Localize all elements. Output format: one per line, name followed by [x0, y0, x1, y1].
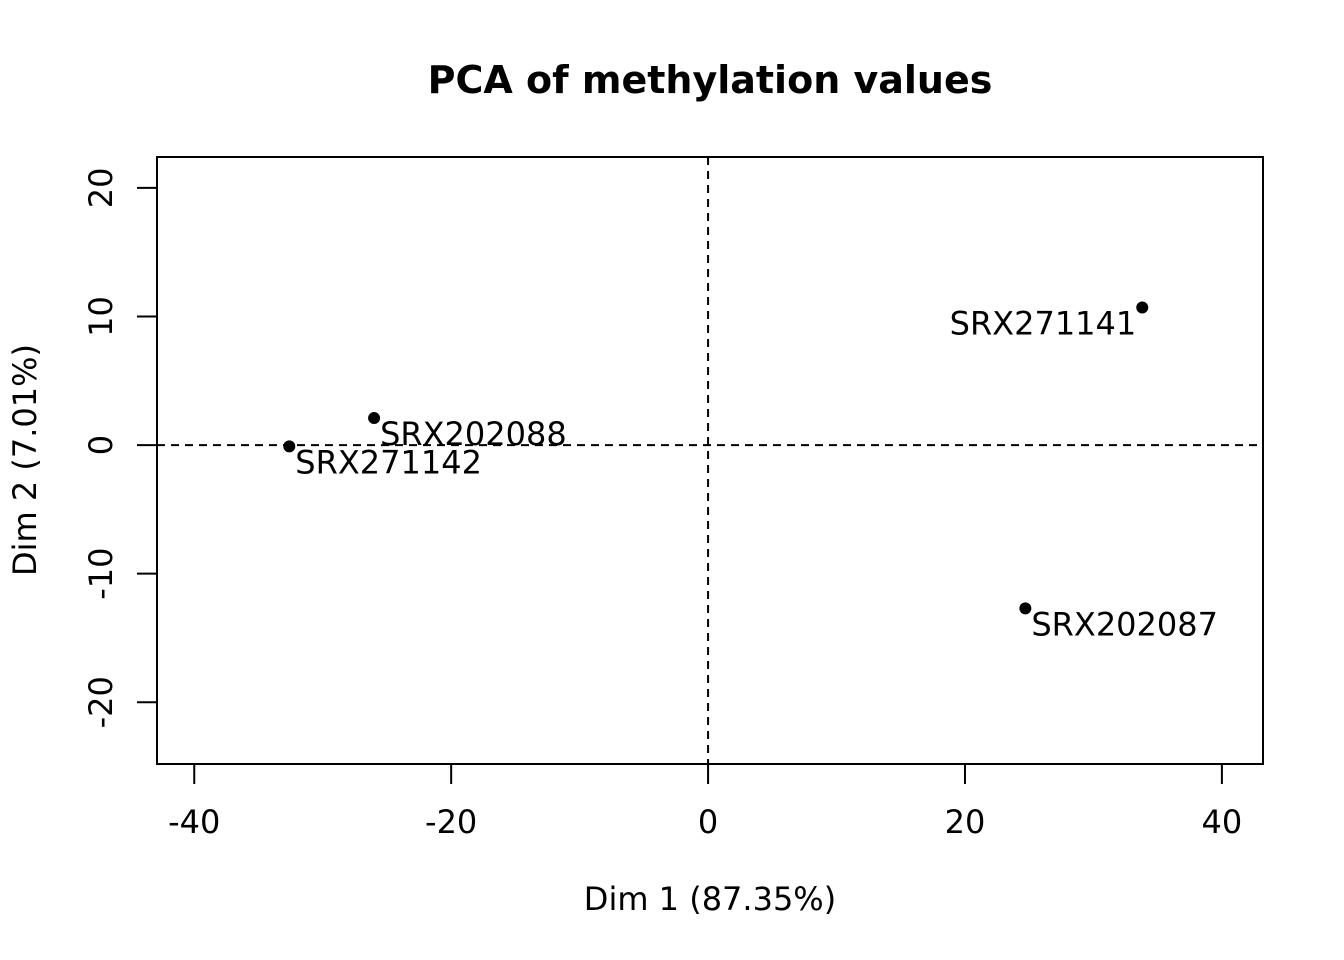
point-label: SRX202088: [380, 415, 567, 453]
x-axis: -40 -20 0 20 40: [168, 763, 1243, 841]
y-axis: -20 -10 0 10 20: [82, 168, 158, 728]
y-tick-label: -10: [82, 548, 120, 600]
x-tick-label: 20: [945, 803, 986, 841]
chart-title: PCA of methylation values: [428, 58, 993, 102]
x-axis-label: Dim 1 (87.35%): [584, 880, 836, 918]
x-tick-label: -40: [168, 803, 220, 841]
point-label: SRX271142: [295, 443, 482, 481]
y-tick-label: 20: [82, 168, 120, 209]
y-tick-label: -20: [82, 676, 120, 728]
y-tick-label: 0: [82, 435, 120, 455]
x-tick-label: -20: [425, 803, 477, 841]
point-label: SRX202087: [1031, 605, 1218, 643]
point-label: SRX271141: [950, 304, 1137, 342]
data-point: [283, 440, 296, 453]
data-point: [1136, 301, 1149, 314]
data-point: [368, 412, 381, 425]
y-axis-label: Dim 2 (7.01%): [6, 344, 44, 576]
x-tick-label: 0: [698, 803, 718, 841]
reference-lines: [157, 157, 1263, 764]
data-point: [1019, 602, 1032, 615]
y-tick-label: 10: [82, 296, 120, 337]
x-tick-label: 40: [1202, 803, 1243, 841]
